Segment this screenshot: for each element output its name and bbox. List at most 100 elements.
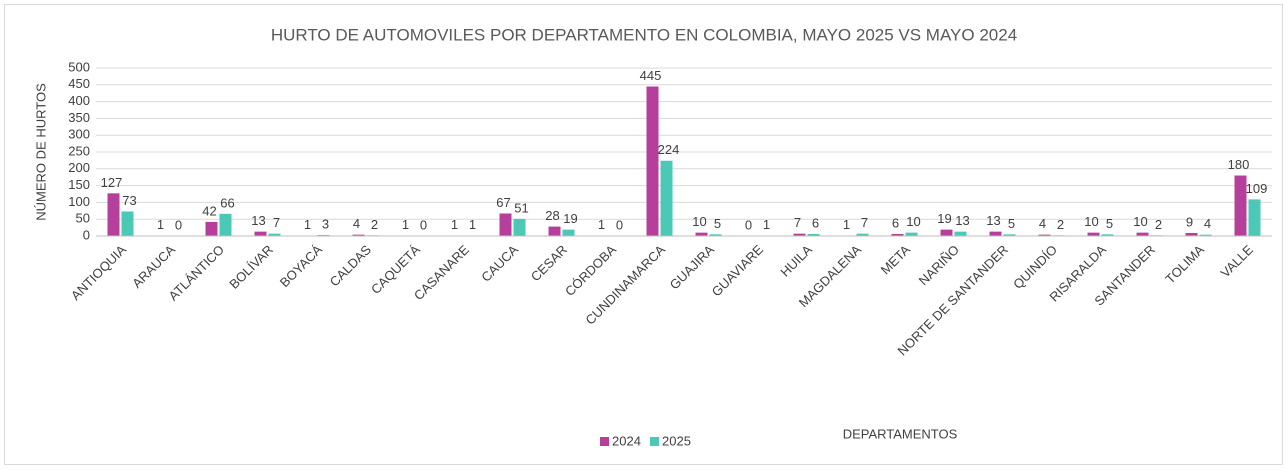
value-label: 0: [175, 217, 182, 232]
bar: [352, 234, 365, 236]
y-axis-title: NÚMERO DE HURTOS: [33, 83, 48, 221]
bar: [219, 213, 232, 236]
value-label: 51: [514, 200, 528, 215]
legend-label: 2024: [612, 433, 641, 448]
y-tick-label: 0: [83, 227, 90, 242]
value-label: 180: [1228, 157, 1250, 172]
value-label: 7: [273, 215, 280, 230]
value-label: 42: [202, 203, 216, 218]
y-tick-label: 300: [68, 127, 90, 142]
y-tick-label: 200: [68, 160, 90, 175]
value-label: 127: [101, 175, 123, 190]
y-tick-label: 100: [68, 194, 90, 209]
value-label: 0: [745, 217, 752, 232]
bar: [660, 160, 673, 236]
bar: [954, 231, 967, 236]
value-label: 3: [322, 216, 329, 231]
bar: [709, 234, 722, 236]
value-label: 4: [1039, 216, 1046, 231]
bar: [317, 234, 330, 236]
y-tick-label: 350: [68, 110, 90, 125]
bar: [121, 211, 134, 236]
y-tick-label: 50: [76, 211, 90, 226]
value-label: 28: [545, 208, 559, 223]
value-label: 10: [906, 214, 920, 229]
bar: [695, 232, 708, 236]
bar: [1087, 232, 1100, 236]
value-label: 109: [1246, 181, 1268, 196]
bar: [905, 232, 918, 236]
y-tick-label: 150: [68, 177, 90, 192]
bar: [940, 229, 953, 236]
bar: [1101, 234, 1114, 236]
bar: [807, 233, 820, 236]
value-label: 1: [598, 217, 605, 232]
value-label: 10: [1084, 214, 1098, 229]
bar: [107, 193, 120, 236]
value-label: 19: [563, 211, 577, 226]
value-label: 9: [1186, 214, 1193, 229]
bar: [1185, 232, 1198, 236]
value-label: 4: [353, 216, 360, 231]
value-label: 1: [763, 217, 770, 232]
value-label: 2: [371, 217, 378, 232]
value-label: 4: [1204, 216, 1211, 231]
bar: [499, 213, 512, 236]
y-tick-label: 400: [68, 93, 90, 108]
bar: [548, 226, 561, 236]
x-axis-title: DEPARTAMENTOS: [843, 426, 958, 441]
value-label: 2: [1155, 217, 1162, 232]
bar: [646, 86, 659, 236]
value-label: 6: [812, 215, 819, 230]
bar: [513, 218, 526, 236]
value-label: 73: [122, 193, 136, 208]
value-label: 445: [640, 68, 662, 83]
value-label: 5: [714, 216, 721, 231]
value-label: 10: [692, 214, 706, 229]
bar: [793, 233, 806, 236]
bar: [562, 229, 575, 236]
value-label: 224: [658, 142, 680, 157]
value-label: 6: [892, 215, 899, 230]
value-label: 67: [496, 195, 510, 210]
chart-title: HURTO DE AUTOMOVILES POR DEPARTAMENTO EN…: [271, 25, 1017, 44]
bar: [1003, 234, 1016, 236]
bar: [254, 231, 267, 236]
legend-swatch: [600, 437, 609, 446]
bar: [205, 221, 218, 236]
value-label: 1: [843, 217, 850, 232]
y-tick-label: 500: [68, 59, 90, 74]
y-tick-label: 250: [68, 143, 90, 158]
value-label: 66: [220, 195, 234, 210]
value-label: 2: [1057, 217, 1064, 232]
value-label: 19: [937, 211, 951, 226]
bar: [268, 233, 281, 236]
legend-label: 2025: [662, 433, 691, 448]
bar: [1199, 234, 1212, 236]
value-label: 7: [861, 215, 868, 230]
bar: [1136, 232, 1149, 236]
value-label: 5: [1008, 216, 1015, 231]
value-label: 7: [794, 215, 801, 230]
bar: [989, 231, 1002, 236]
value-label: 1: [157, 217, 164, 232]
legend-swatch: [650, 437, 659, 446]
value-label: 1: [402, 217, 409, 232]
value-label: 5: [1106, 216, 1113, 231]
value-label: 0: [420, 217, 427, 232]
bar: [1248, 199, 1261, 236]
bar: [856, 233, 869, 236]
value-label: 13: [955, 213, 969, 228]
bar: [1038, 234, 1051, 236]
bar: [1234, 175, 1247, 236]
y-tick-label: 450: [68, 76, 90, 91]
value-label: 1: [469, 217, 476, 232]
value-label: 10: [1133, 214, 1147, 229]
value-label: 1: [304, 217, 311, 232]
value-label: 0: [616, 217, 623, 232]
value-label: 13: [251, 213, 265, 228]
bar: [891, 233, 904, 236]
value-label: 13: [986, 213, 1000, 228]
value-label: 1: [451, 217, 458, 232]
